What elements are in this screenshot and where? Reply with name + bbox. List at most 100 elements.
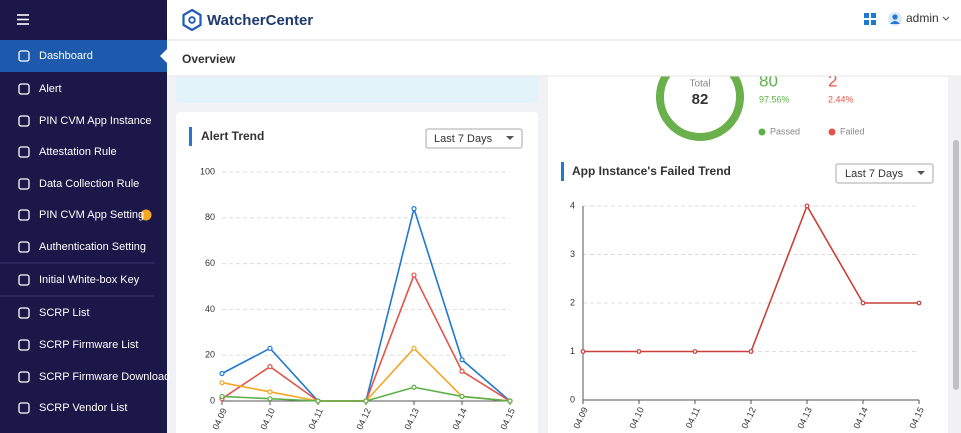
title-accent bbox=[561, 162, 564, 181]
y-tick-label: 2 bbox=[570, 297, 575, 307]
apps-cell[interactable] bbox=[871, 13, 876, 18]
menu-item[interactable]: Alert bbox=[39, 83, 62, 95]
data-point bbox=[636, 349, 642, 354]
y-tick-label: 3 bbox=[570, 249, 575, 259]
user-name[interactable]: admin bbox=[906, 11, 939, 25]
avatar-head bbox=[892, 14, 898, 20]
info-card bbox=[176, 70, 538, 103]
y-tick-label: 4 bbox=[570, 200, 575, 210]
data-point bbox=[411, 272, 417, 278]
total-value: 82 bbox=[692, 91, 709, 108]
menu-icon bbox=[18, 209, 30, 221]
apps-cell[interactable] bbox=[864, 20, 869, 25]
data-point bbox=[692, 349, 698, 354]
data-point bbox=[219, 370, 225, 377]
breadcrumb: Overview bbox=[182, 52, 236, 66]
chart-title: Alert Trend bbox=[201, 129, 264, 143]
menu-icon bbox=[18, 371, 30, 383]
menu-icon bbox=[18, 115, 30, 127]
menu-icon bbox=[18, 402, 30, 414]
failed-pct: 2.44% bbox=[828, 94, 854, 104]
menu-item[interactable]: Initial White-box Key bbox=[39, 274, 140, 286]
passed-pct: 97.56% bbox=[759, 94, 790, 104]
dropdown-label[interactable]: Last 7 Days bbox=[845, 168, 904, 180]
alert-card bbox=[176, 112, 538, 433]
dropdown-label[interactable]: Last 7 Days bbox=[434, 133, 493, 145]
apps-icon[interactable] bbox=[864, 13, 876, 25]
logo: WatcherCenter bbox=[207, 12, 313, 29]
data-point bbox=[860, 300, 866, 306]
legend-dot bbox=[828, 128, 836, 136]
menu-icon bbox=[18, 146, 30, 158]
menu-icon bbox=[18, 307, 30, 319]
data-point bbox=[363, 398, 369, 404]
logo-icon bbox=[182, 8, 202, 32]
data-point bbox=[411, 206, 417, 212]
data-point bbox=[411, 384, 417, 390]
menu-item[interactable]: Attestation Rule bbox=[39, 146, 117, 158]
dropdown-caret bbox=[917, 171, 925, 175]
menu-icon bbox=[18, 50, 30, 62]
apps-cell[interactable] bbox=[864, 13, 869, 18]
menu-item[interactable]: Dashboard bbox=[39, 50, 93, 62]
summary-card bbox=[548, 60, 948, 433]
active-item-bg bbox=[0, 40, 167, 72]
scrollbar-thumb[interactable] bbox=[953, 140, 959, 390]
y-tick-label: 60 bbox=[205, 258, 215, 268]
badge bbox=[140, 209, 152, 221]
total-label: Total bbox=[689, 79, 710, 90]
y-tick-label: 20 bbox=[205, 350, 215, 360]
menu-icon bbox=[18, 339, 30, 351]
data-point bbox=[459, 393, 465, 400]
data-point bbox=[411, 345, 417, 351]
content: Alert Trend Last 7 Days App Instance's F… bbox=[176, 53, 948, 433]
menu-item[interactable]: Data Collection Rule bbox=[39, 178, 139, 190]
y-tick-label: 1 bbox=[570, 346, 575, 356]
breadcrumb-bar bbox=[167, 40, 961, 76]
apps-cell[interactable] bbox=[871, 20, 876, 25]
data-point bbox=[267, 396, 273, 402]
dropdown-caret bbox=[506, 136, 514, 140]
user-menu[interactable]: admin bbox=[888, 11, 950, 26]
data-point bbox=[219, 393, 225, 400]
dropdown-box[interactable] bbox=[835, 163, 934, 184]
filter-dropdown[interactable]: Last 7 Days bbox=[835, 163, 934, 184]
logo-dot bbox=[188, 16, 196, 24]
menu-icon bbox=[18, 241, 30, 253]
menu-item[interactable]: SCRP Firmware List bbox=[39, 339, 138, 351]
filter-dropdown[interactable]: Last 7 Days bbox=[425, 128, 523, 149]
header bbox=[167, 0, 961, 40]
menu-item[interactable]: SCRP Vendor List bbox=[39, 402, 127, 414]
legend-dot bbox=[758, 128, 766, 136]
data-point bbox=[507, 398, 513, 404]
data-point bbox=[804, 203, 810, 209]
menu-icon bbox=[18, 274, 30, 286]
dropdown-box[interactable] bbox=[425, 128, 523, 149]
data-point bbox=[315, 398, 321, 404]
sidebar: Dashboard Alert PIN CVM App Instance Attest… bbox=[0, 0, 170, 433]
data-point bbox=[459, 368, 465, 374]
data-point bbox=[267, 389, 273, 395]
data-point bbox=[748, 349, 754, 354]
data-point bbox=[459, 357, 465, 363]
menu-item[interactable]: PIN CVM App Instance bbox=[39, 115, 152, 127]
menu-toggle[interactable] bbox=[17, 14, 29, 25]
y-tick-label: 40 bbox=[205, 304, 215, 314]
data-point bbox=[580, 349, 586, 354]
data-point bbox=[219, 380, 225, 386]
active-notch bbox=[160, 49, 167, 63]
menu-item[interactable]: SCRP List bbox=[39, 307, 90, 319]
menu-icon bbox=[18, 83, 30, 95]
legend-label: Failed bbox=[840, 126, 865, 136]
y-tick-label: 0 bbox=[210, 395, 215, 405]
y-tick-label: 0 bbox=[570, 394, 575, 404]
menu-item[interactable]: SCRP Firmware Download bbox=[39, 371, 170, 383]
avatar-body bbox=[890, 21, 900, 24]
y-tick-label: 80 bbox=[205, 212, 215, 222]
menu-icon bbox=[18, 178, 30, 190]
title-accent bbox=[189, 127, 192, 146]
menu-item[interactable]: Authentication Setting bbox=[39, 241, 146, 253]
menu-item[interactable]: PIN CVM App Setting bbox=[39, 209, 144, 221]
